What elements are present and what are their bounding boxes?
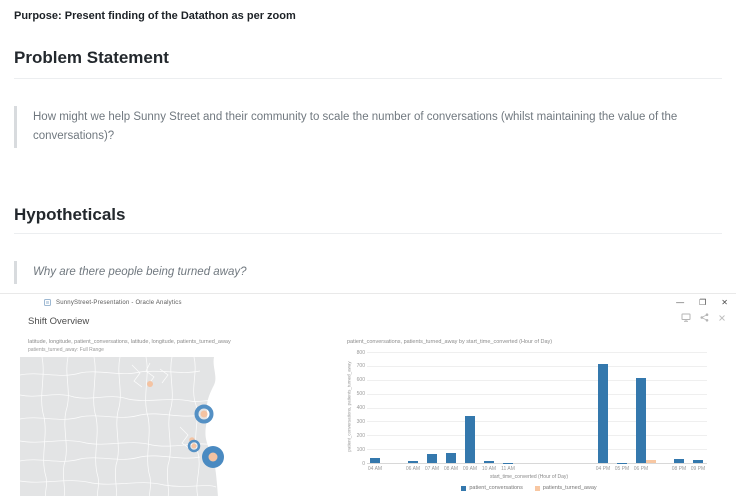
chart-plot-area: patient_conversations, patients_turned_a… <box>345 338 713 496</box>
map-point-dot <box>200 410 208 418</box>
chart-y-tick: 600 <box>356 377 365 384</box>
map-landmass <box>20 357 218 496</box>
legend-swatch <box>534 485 540 491</box>
chart-x-tick: 05 PM <box>614 466 630 472</box>
chart-bar-patients-turned-away <box>646 460 656 463</box>
chart-bar-patient-conversations <box>674 459 684 463</box>
chart-x-tick: 09 AM <box>462 466 478 472</box>
map-title: latitude, longitude, patient_conversatio… <box>28 339 231 345</box>
chart-y-tick: 0 <box>362 460 365 467</box>
map-point-dot <box>208 452 218 462</box>
close-icon[interactable] <box>718 314 726 322</box>
present-icon[interactable] <box>681 313 691 322</box>
problem-statement-quote: How might we help Sunny Street and their… <box>14 106 703 148</box>
chart-x-axis-label: start_time_converted (Hour of Day) <box>489 474 569 480</box>
heading-rule <box>14 78 722 79</box>
chart-gridline <box>367 407 707 409</box>
chart-y-tick: 800 <box>356 349 365 356</box>
window-title: SunnyStreet-Presentation - Oracle Analyt… <box>56 299 182 306</box>
chart-gridline <box>367 352 707 353</box>
chart-bar-patient-conversations <box>370 458 380 463</box>
chart-gridline <box>367 463 707 464</box>
chart-x-tick: 08 PM <box>671 466 687 472</box>
purpose-line: Purpose: Present finding of the Datathon… <box>14 10 296 22</box>
presentation-toolbar <box>681 313 726 322</box>
minimize-button[interactable]: — <box>676 297 685 307</box>
chart-y-tick: 500 <box>356 391 365 398</box>
chart-y-tick: 300 <box>356 418 365 425</box>
chart-gridline <box>367 393 707 395</box>
chart-gridline <box>367 435 707 437</box>
hypotheticals-quote: Why are there people being turned away? <box>14 261 247 284</box>
chart-x-tick: 08 AM <box>443 466 459 472</box>
map-point-dot <box>191 443 197 449</box>
chart-gridline <box>367 421 707 423</box>
chart-y-tick: 200 <box>356 432 365 439</box>
chart-x-tick: 07 AM <box>424 466 440 472</box>
chart-x-tick: 09 PM <box>690 466 706 472</box>
chart-legend: patient_conversations patients_turned_awa… <box>345 485 713 491</box>
app-icon <box>44 299 51 306</box>
chart-bar-patient-conversations <box>636 377 646 463</box>
share-icon[interactable] <box>700 313 709 322</box>
legend-label: patients_turned_away <box>542 485 597 491</box>
heading-rule <box>14 233 722 234</box>
chart-gridline <box>367 365 707 367</box>
chart-bar-patient-conversations <box>465 415 475 463</box>
window-titlebar: SunnyStreet-Presentation - Oracle Analyt… <box>0 294 736 311</box>
map-point-dot <box>147 381 153 387</box>
heading-problem-statement: Problem Statement <box>14 48 169 67</box>
map-point-ring <box>187 439 201 453</box>
oracle-analytics-window: SunnyStreet-Presentation - Oracle Analyt… <box>0 293 736 496</box>
chart-bar-patient-conversations <box>484 460 494 463</box>
map-widget[interactable]: latitude, longitude, patient_conversatio… <box>20 338 340 496</box>
maximize-button[interactable]: ❐ <box>699 297 707 307</box>
chart-bar-patient-conversations <box>408 460 418 463</box>
chart-x-tick: 10 AM <box>481 466 497 472</box>
legend-swatch <box>461 485 467 491</box>
bar-chart-widget[interactable]: patient_conversations, patients_turned_a… <box>345 338 713 496</box>
chart-y-tick: 700 <box>356 363 365 370</box>
chart-bar-patient-conversations <box>693 459 703 463</box>
chart-gridline <box>367 449 707 451</box>
legend-item[interactable]: patients_turned_away <box>534 485 597 491</box>
chart-gridline <box>367 379 707 381</box>
chart-bar-patient-conversations <box>427 453 437 463</box>
map-data-points <box>147 381 224 468</box>
legend-label: patient_conversations <box>469 485 523 491</box>
chart-x-tick: 06 PM <box>633 466 649 472</box>
map-subtitle: patients_turned_away: Full Range <box>28 347 104 353</box>
chart-x-tick: 04 AM <box>367 466 383 472</box>
close-button[interactable]: ✕ <box>721 297 728 307</box>
chart-x-tick: 06 AM <box>405 466 421 472</box>
chart-bar-patient-conversations <box>598 364 608 463</box>
map-point-ring <box>194 404 214 424</box>
chart-y-tick: 100 <box>356 446 365 453</box>
chart-y-tick: 400 <box>356 405 365 411</box>
chart-x-tick: 11 AM <box>501 466 515 472</box>
chart-bar-patient-conversations <box>446 452 456 463</box>
window-controls: — ❐ ✕ <box>676 297 728 307</box>
chart-title: patient_conversations, patients_turned_a… <box>347 339 553 345</box>
chart-x-tick: 04 PM <box>595 466 611 472</box>
legend-item[interactable]: patient_conversations <box>461 485 523 491</box>
heading-hypotheticals: Hypotheticals <box>14 205 126 224</box>
canvas-title: Shift Overview <box>28 316 90 327</box>
map-region-borders <box>20 357 217 496</box>
map-canvas <box>20 357 224 496</box>
